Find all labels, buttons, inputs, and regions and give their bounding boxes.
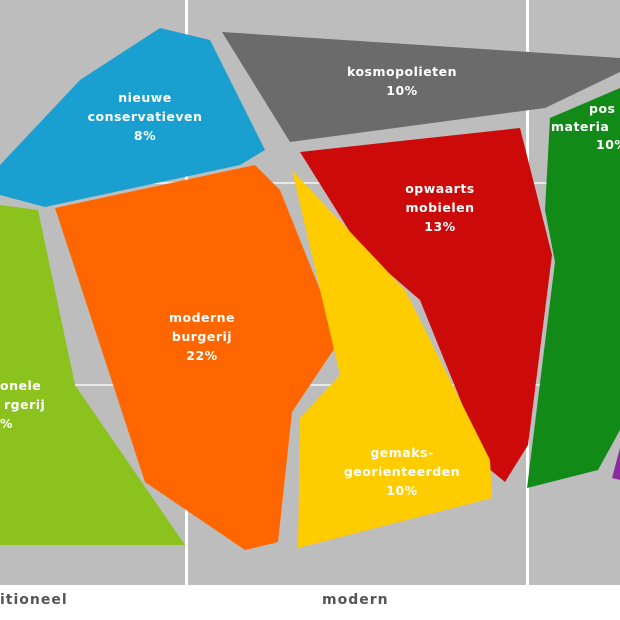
label-kosmopolieten-pct: 10% (386, 83, 417, 98)
label-opwaarts-mobielen-line2: mobielen (406, 200, 475, 215)
grid-line-horizontal-1 (0, 182, 620, 184)
label-traditionele-burgerij-line1: onele (0, 378, 41, 393)
segment-moderne-burgerij (55, 165, 340, 550)
segment-gemaksgeorienteerden (292, 170, 492, 548)
segment-purple-edge (612, 448, 620, 480)
label-traditionele-burgerij-pct: % (0, 416, 13, 431)
label-kosmopolieten-line1: kosmopolieten (347, 64, 457, 79)
segment-opwaarts-mobielen (300, 128, 552, 482)
segment-traditionele-burgerij (0, 205, 185, 545)
segment-post-materialisten (527, 88, 620, 488)
axis-label-modern: modern (322, 592, 389, 608)
label-post-materialisten-line1: pos (589, 101, 615, 116)
label-gemaksgeorienteerden-pct: 10% (386, 483, 417, 498)
label-gemaksgeorienteerden-line2: georienteerden (344, 464, 460, 479)
label-nieuwe-conservatieven-pct: 8% (134, 128, 156, 143)
label-traditionele-burgerij-line2: rgerij (4, 397, 45, 412)
segment-kosmopolieten (222, 32, 620, 142)
label-moderne-burgerij-line2: burgerij (172, 329, 232, 344)
label-nieuwe-conservatieven-line2: conservatieven (88, 109, 203, 124)
label-opwaarts-mobielen-line1: opwaarts (405, 181, 475, 196)
label-moderne-burgerij-line1: moderne (169, 310, 235, 325)
label-gemaksgeorienteerden-line1: gemaks- (370, 445, 433, 460)
label-post-materialisten-line2: materia (551, 119, 609, 134)
label-post-materialisten-pct: 10% (596, 137, 620, 152)
label-opwaarts-mobielen-pct: 13% (424, 219, 455, 234)
axis-label-traditioneel: itioneel (0, 592, 68, 608)
segment-nieuwe-conservatieven (0, 28, 265, 207)
label-moderne-burgerij-pct: 22% (186, 348, 217, 363)
label-nieuwe-conservatieven-line1: nieuwe (118, 90, 172, 105)
